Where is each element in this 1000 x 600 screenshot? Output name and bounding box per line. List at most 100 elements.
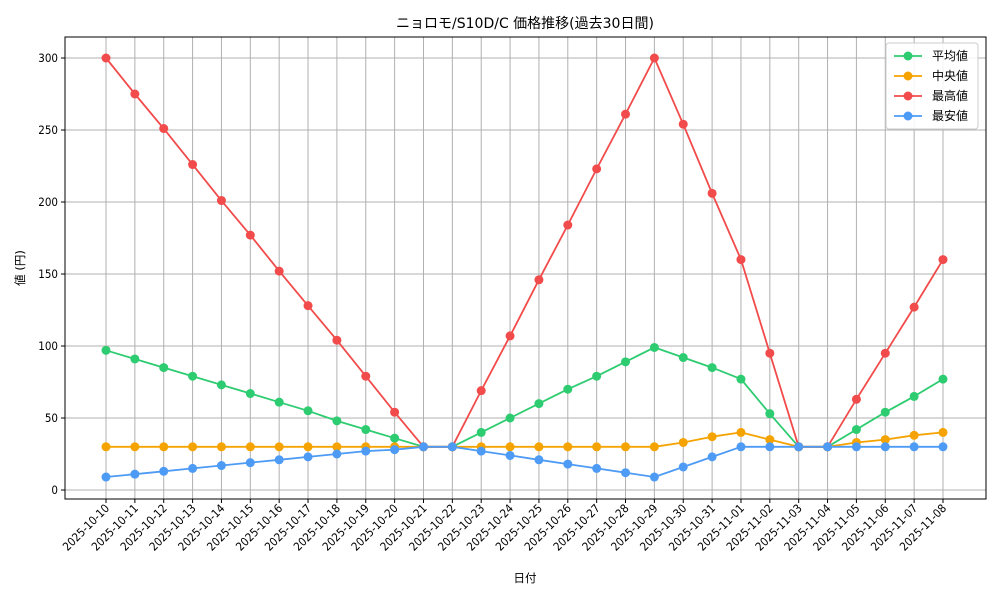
- legend-marker: [903, 111, 913, 121]
- data-point: [736, 427, 746, 437]
- data-point: [216, 196, 226, 206]
- series-中央値: [101, 427, 948, 452]
- data-point: [332, 442, 342, 452]
- data-point: [332, 449, 342, 459]
- data-point: [707, 452, 717, 462]
- grid-lines: [65, 37, 986, 499]
- data-point: [534, 442, 544, 452]
- data-point: [851, 425, 861, 435]
- series-line: [106, 431, 944, 448]
- data-point: [592, 463, 602, 473]
- data-point: [621, 468, 631, 478]
- data-point: [621, 109, 631, 119]
- data-point: [361, 446, 371, 456]
- legend-item: 最安値: [894, 108, 968, 123]
- series-最安値: [101, 442, 948, 482]
- x-axis-label: 日付: [514, 571, 537, 585]
- data-point: [563, 459, 573, 469]
- data-point: [303, 406, 313, 416]
- data-point: [101, 442, 111, 452]
- data-point: [216, 380, 226, 390]
- data-point: [678, 119, 688, 129]
- data-point: [332, 335, 342, 345]
- data-point: [880, 435, 890, 445]
- data-point: [765, 409, 775, 419]
- data-point: [274, 266, 284, 276]
- data-point: [159, 466, 169, 476]
- y-tick-label: 100: [38, 339, 58, 353]
- data-point: [390, 445, 400, 455]
- data-point: [390, 407, 400, 417]
- data-point: [476, 386, 486, 396]
- data-point: [130, 442, 140, 452]
- legend-marker: [903, 91, 913, 101]
- data-point: [621, 442, 631, 452]
- data-point: [880, 348, 890, 358]
- legend-item: 中央値: [894, 68, 968, 83]
- y-tick-label: 0: [51, 483, 58, 497]
- data-point: [534, 399, 544, 409]
- data-point: [736, 374, 746, 384]
- data-point: [736, 255, 746, 265]
- data-point: [159, 124, 169, 134]
- data-point: [938, 255, 948, 265]
- data-point: [534, 275, 544, 285]
- data-point: [303, 442, 313, 452]
- data-point: [823, 442, 833, 452]
- data-point: [592, 164, 602, 174]
- data-point: [101, 53, 111, 63]
- data-point: [563, 220, 573, 230]
- data-point: [909, 430, 919, 440]
- y-tick-label: 250: [38, 123, 58, 137]
- data-point: [245, 458, 255, 468]
- data-point: [505, 450, 515, 460]
- data-point: [707, 188, 717, 198]
- data-point: [188, 371, 198, 381]
- legend-label: 中央値: [932, 68, 968, 83]
- data-point: [505, 442, 515, 452]
- y-tick-label: 50: [45, 411, 58, 425]
- data-point: [361, 425, 371, 435]
- x-axis: 2025-10-102025-10-112025-10-122025-10-13…: [60, 499, 949, 554]
- data-point: [361, 371, 371, 381]
- series-line: [105, 346, 944, 448]
- data-point: [592, 442, 602, 452]
- series-最高値: [101, 53, 948, 452]
- data-point: [216, 461, 226, 471]
- data-point: [938, 442, 948, 452]
- data-point: [938, 427, 948, 437]
- data-point: [476, 427, 486, 437]
- data-point: [447, 442, 457, 452]
- chart-title: ニョロモ/S10D/C 価格推移(過去30日間): [396, 16, 654, 32]
- data-point: [563, 384, 573, 394]
- y-axis: 0 50 100 150 200 250 300: [38, 51, 65, 497]
- data-point: [505, 413, 515, 423]
- data-point: [216, 442, 226, 452]
- data-point: [130, 354, 140, 364]
- data-point: [332, 416, 342, 426]
- data-point: [188, 442, 198, 452]
- data-point: [563, 442, 573, 452]
- data-point: [390, 433, 400, 443]
- data-point: [101, 345, 111, 355]
- data-point: [245, 442, 255, 452]
- data-point: [418, 442, 428, 452]
- legend-box: [885, 42, 979, 130]
- data-point: [130, 469, 140, 479]
- series-line: [105, 445, 943, 478]
- y-axis-label: 値 (円): [13, 250, 27, 286]
- axes-frame: [64, 36, 987, 500]
- data-point: [476, 446, 486, 456]
- data-point: [707, 432, 717, 442]
- data-point: [188, 463, 198, 473]
- data-point: [851, 442, 861, 452]
- data-point: [938, 374, 948, 384]
- data-point: [736, 442, 746, 452]
- data-point: [765, 435, 775, 445]
- data-point: [245, 230, 255, 240]
- data-point: [649, 53, 659, 63]
- legend-item: 最高値: [894, 88, 968, 103]
- data-point: [909, 302, 919, 312]
- legend-label: 最高値: [932, 88, 968, 103]
